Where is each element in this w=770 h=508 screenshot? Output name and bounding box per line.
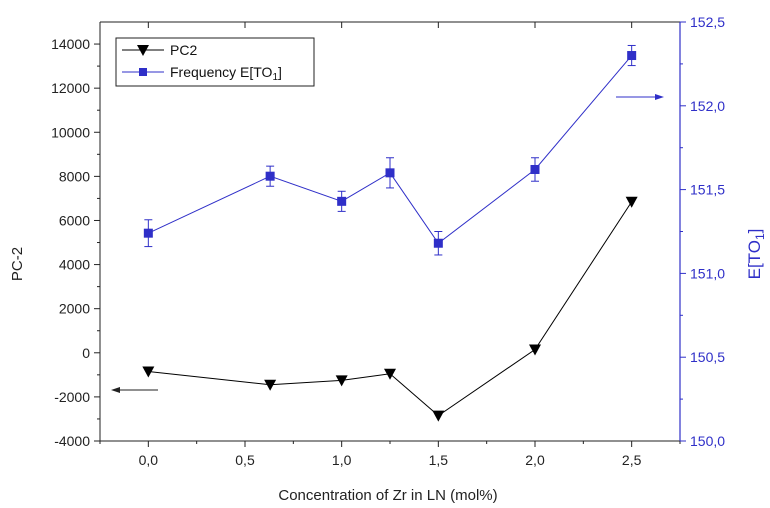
right-y-axis-title-end: ] <box>745 229 764 234</box>
legend-label-freq: Frequency E[TO1] <box>170 64 282 83</box>
pc2-point <box>264 379 277 391</box>
legend-label-pc2: PC2 <box>170 42 197 58</box>
pc2-point <box>625 196 638 208</box>
left-tick-label: 0 <box>82 345 90 361</box>
frequency-point <box>433 238 443 248</box>
frequency-point <box>385 168 395 178</box>
right-y-axis-title: E[TO1] <box>745 229 767 280</box>
legend: PC2 Frequency E[TO1] <box>115 37 315 87</box>
legend-label-freq-main: Frequency E[TO <box>170 64 273 80</box>
x-axis-title: Concentration of Zr in LN (mol%) <box>278 487 497 504</box>
pc2-point <box>142 366 155 378</box>
pc2-point <box>384 368 396 380</box>
right-tick-label: 150,5 <box>690 349 725 365</box>
ticks: 0,0 0,5 1,0 1,5 2,0 2,5 -4000 -2000 0 2000 4000 600… <box>51 14 725 468</box>
frequency-point <box>530 164 540 174</box>
left-tick-label: -4000 <box>54 433 90 449</box>
frequency-point <box>143 228 153 238</box>
legend-box <box>115 37 315 87</box>
frequency-point <box>627 51 637 61</box>
legend-marker-freq <box>139 68 147 76</box>
left-tick-label: 8000 <box>59 168 90 184</box>
x-tick-label: 1,0 <box>332 452 352 468</box>
left-tick-label: 4000 <box>59 257 90 273</box>
right-y-axis-title-sub: 1 <box>753 233 767 240</box>
x-tick-label: 0,0 <box>139 452 159 468</box>
legend-label-freq-sub: 1 <box>272 72 278 83</box>
x-tick-label: 2,5 <box>622 452 642 468</box>
annotations <box>111 94 664 393</box>
pc2-point <box>335 375 348 387</box>
right-tick-label: 150,0 <box>690 433 725 449</box>
series <box>142 44 638 422</box>
left-tick-label: 12000 <box>51 80 90 96</box>
left-tick-label: 6000 <box>59 212 90 228</box>
legend-marker-pc2 <box>137 45 149 56</box>
right-tick-label: 151,5 <box>690 182 725 198</box>
x-tick-label: 0,5 <box>235 452 255 468</box>
pc2-point <box>432 410 445 422</box>
series-line-pc2 <box>148 201 633 417</box>
right-tick-label: 151,0 <box>690 265 725 281</box>
right-y-axis-title-main: E[TO <box>745 240 764 279</box>
x-tick-label: 2,0 <box>525 452 545 468</box>
right-tick-label: 152,0 <box>690 98 725 114</box>
left-tick-label: 10000 <box>51 124 90 140</box>
left-tick-label: 2000 <box>59 301 90 317</box>
left-tick-label: 14000 <box>51 36 90 52</box>
legend-label-freq-end: ] <box>278 64 282 80</box>
right-axis-arrow-head <box>655 94 664 100</box>
left-y-axis-title: PC-2 <box>9 247 26 281</box>
x-tick-label: 1,5 <box>429 452 449 468</box>
left-axis-arrow-head <box>111 387 120 393</box>
frequency-point <box>337 196 347 206</box>
frequency-point <box>265 171 275 181</box>
right-tick-label: 152,5 <box>690 14 725 30</box>
pc2-point <box>529 344 541 356</box>
left-tick-label: -2000 <box>54 389 90 405</box>
